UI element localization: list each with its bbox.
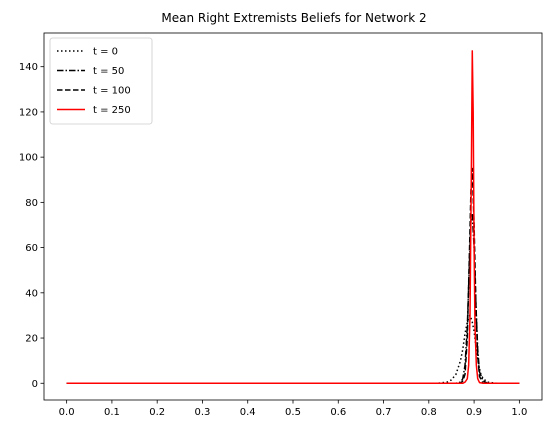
x-tick-label: 0.2 (149, 407, 165, 418)
y-tick-label: 100 (19, 153, 38, 164)
legend-label: t = 50 (93, 66, 124, 77)
x-tick-label: 0.0 (59, 407, 75, 418)
y-tick-label: 40 (25, 288, 38, 299)
x-tick-label: 1.0 (511, 407, 527, 418)
legend: t = 0 t = 50 t = 100 t = 250 (49, 37, 153, 125)
y-tick-label: 0 (32, 379, 38, 390)
x-tick-label: 0.9 (466, 407, 482, 418)
y-tick-label: 120 (19, 107, 38, 118)
x-tick-label: 0.7 (376, 407, 392, 418)
series-group (66, 50, 520, 385)
x-tick-label: 0.4 (240, 407, 256, 418)
y-tick-label: 80 (25, 198, 38, 209)
series-line-t-0 (66, 314, 520, 385)
y-axis: 0 20 40 60 80 100 120 140 (19, 62, 44, 390)
legend-box (49, 37, 153, 125)
y-tick-label: 60 (25, 243, 38, 254)
legend-label: t = 0 (93, 47, 118, 58)
chart-title: Mean Right Extremists Beliefs for Networ… (161, 11, 426, 25)
series-line-t-50 (66, 212, 520, 385)
x-tick-label: 0.3 (195, 407, 211, 418)
y-tick-label: 140 (19, 62, 38, 73)
series-line-t-250 (66, 50, 520, 385)
legend-label: t = 250 (93, 105, 131, 116)
legend-label: t = 100 (93, 86, 131, 97)
y-tick-label: 20 (25, 334, 38, 345)
x-tick-label: 0.6 (330, 407, 346, 418)
x-tick-label: 0.1 (104, 407, 120, 418)
x-axis: 0.0 0.1 0.2 0.3 0.4 0.5 0.6 0.7 0.8 0.9 1.0 (59, 400, 527, 418)
x-tick-label: 0.8 (421, 407, 437, 418)
series-line-t-100 (66, 167, 520, 385)
x-tick-label: 0.5 (285, 407, 301, 418)
